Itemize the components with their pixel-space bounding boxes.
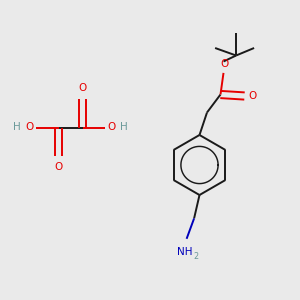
Text: O: O — [78, 82, 87, 93]
Text: O: O — [54, 162, 63, 172]
Text: O: O — [220, 59, 229, 69]
Text: O: O — [248, 91, 257, 101]
Text: H: H — [13, 122, 21, 133]
Text: H: H — [120, 122, 128, 133]
Text: 2: 2 — [194, 252, 199, 261]
Text: O: O — [25, 122, 33, 133]
Text: NH: NH — [177, 247, 193, 257]
Text: O: O — [108, 122, 116, 133]
